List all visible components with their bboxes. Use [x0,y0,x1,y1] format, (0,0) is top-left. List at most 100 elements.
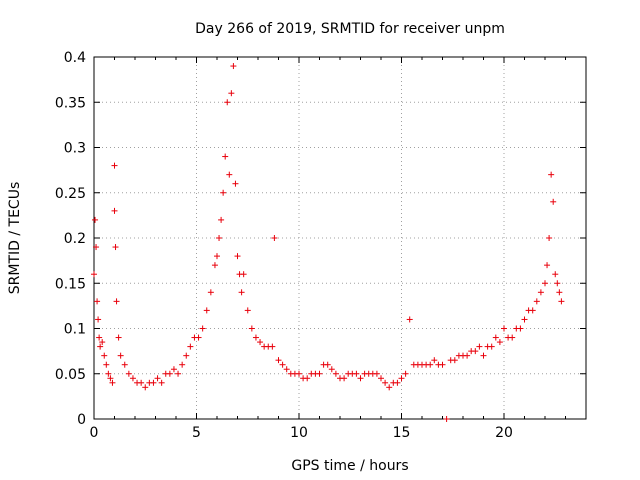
data-point [129,375,136,382]
data-point [517,325,524,332]
data-point [492,334,499,341]
data-point [179,361,186,368]
y-axis-label: SRMTID / TECUs [7,182,23,295]
data-point [244,307,251,314]
data-point [464,352,471,359]
data-point [238,289,245,296]
data-point [203,307,210,314]
data-point [117,352,124,359]
data-point [112,244,119,251]
data-point [548,171,555,178]
data-point [451,357,458,364]
data-point [556,289,563,296]
data-point [496,339,503,346]
y-tick-label: 0.1 [64,322,86,338]
data-point [138,379,145,386]
data-point [95,316,102,323]
data-point [226,171,233,178]
data-point [207,289,214,296]
data-point [228,90,235,97]
y-tick-label: 0.15 [55,276,86,292]
data-point [187,343,194,350]
chart-title: Day 266 of 2019, SRMTID for receiver unp… [195,21,505,37]
data-point [92,216,99,223]
data-point [341,375,348,382]
y-tick-labels: 0 0.05 0.1 0.15 0.2 0.25 0.3 0.35 0.4 [55,50,86,428]
x-tick-labels: 0 5 10 15 20 [90,425,513,441]
data-point [402,370,409,377]
x-tick-label: 5 [192,425,201,441]
data-point [296,370,302,377]
data-point [111,162,118,169]
data-point [113,298,120,305]
plot-frame [93,56,587,420]
data-point [218,216,225,223]
data-point [501,325,507,332]
data-point [214,253,220,260]
data-point [279,361,286,368]
data-point [234,253,241,260]
data-point [105,370,112,377]
y-tick-label: 0.05 [55,367,86,383]
data-point [328,366,335,373]
data-point [230,63,237,70]
data-point [166,370,173,377]
data-point [175,370,182,377]
data-point [96,334,103,341]
data-point [509,334,516,341]
data-point [97,343,104,350]
data-point [542,280,548,287]
data-point [248,325,255,332]
data-point [199,325,206,332]
data-point [443,416,450,422]
data-point [154,375,161,382]
data-point [357,375,364,382]
y-tick-label: 0.3 [64,141,86,157]
data-point [427,361,434,368]
y-tick-label: 0.35 [55,95,86,111]
data-point [472,348,479,355]
data-point [93,244,100,251]
x-tick-label: 10 [290,425,308,441]
data-point [324,361,331,368]
data-point [533,298,540,305]
data-point [94,298,101,305]
data-point [111,207,118,214]
data-point [544,262,551,269]
data-point [304,375,311,382]
data-point [101,352,108,359]
data-point [91,271,97,278]
data-point [480,352,487,359]
data-point [550,198,557,205]
data-point [275,357,282,364]
data-point [224,99,231,106]
data-point [476,343,483,350]
y-tick-label: 0.4 [64,50,86,66]
data-point [252,334,259,341]
data-point [554,280,561,287]
data-point [269,343,276,350]
data-point [232,180,239,187]
data-point [121,361,128,368]
data-points [91,63,565,422]
data-point [439,361,446,368]
data-point [170,366,177,373]
data-point [537,289,544,296]
data-point [386,384,393,391]
data-point [406,316,413,323]
data-point [382,379,389,386]
data-point [99,339,106,346]
data-point [107,375,114,382]
x-axis-label: GPS time / hours [291,458,408,474]
data-point [283,366,290,373]
data-point [103,361,110,368]
data-point [125,370,132,377]
data-point [183,352,190,359]
data-point [142,384,149,391]
data-point [271,235,278,241]
data-point [115,334,122,341]
data-point [257,339,264,346]
data-point [431,357,438,364]
